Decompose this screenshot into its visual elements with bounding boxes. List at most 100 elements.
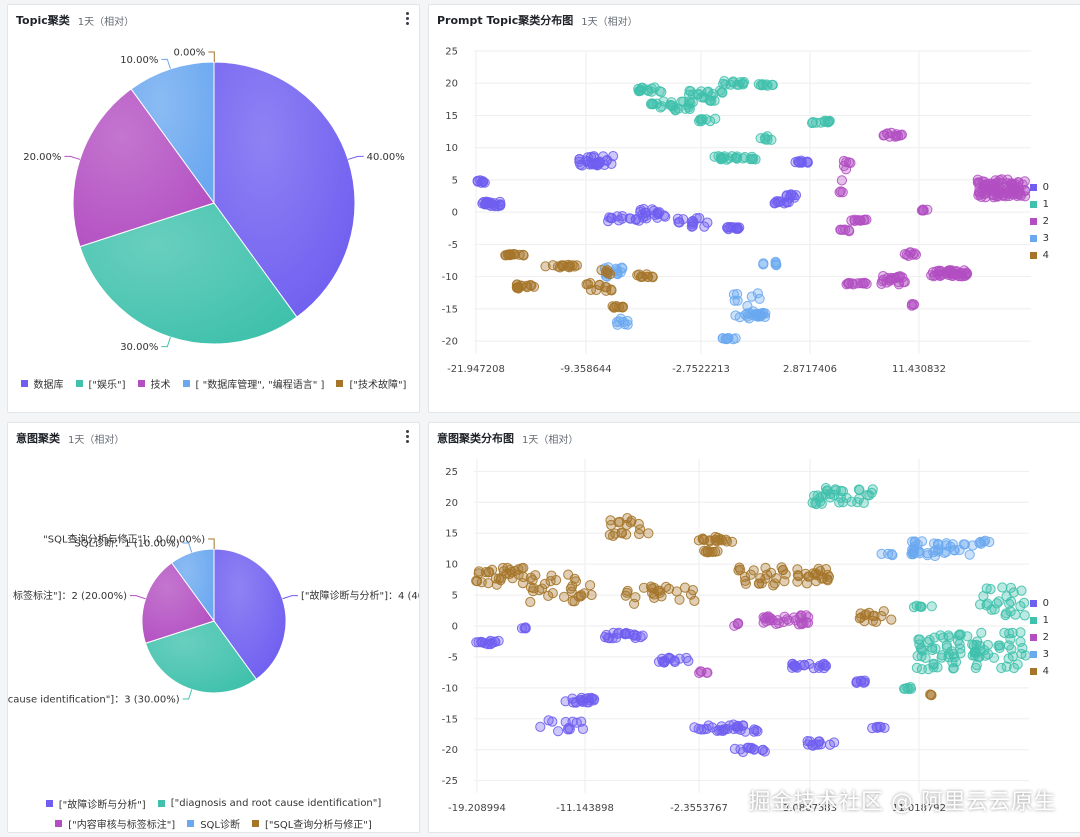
pie-slice[interactable] [141,562,215,644]
scatter-point [788,612,800,623]
intent-pie-chart: ["故障诊断与分析"]：4 (40.00%) t cause identifica… [8,533,419,706]
legend-label: SQL诊断 [200,820,240,831]
pie-slice[interactable] [170,548,215,623]
y-tick-label: 10 [445,560,458,571]
legend-swatch [1029,235,1037,242]
scatter-point [975,536,986,547]
panel-title: 意图聚类 [16,432,60,445]
pie-slice[interactable] [144,620,258,694]
scatter-series-1 [633,76,835,165]
scatter-point [745,569,756,580]
legend-swatch [1029,600,1037,607]
scatter-point [689,595,700,606]
y-tick-label: 5 [452,591,458,602]
scatter-point [900,683,911,694]
legend-item[interactable]: 0 [1029,598,1049,609]
scatter-point [670,105,681,116]
more-vertical-icon[interactable] [402,429,412,443]
scatter-point [846,496,857,507]
legend-item[interactable]: 数据库 [20,376,64,391]
pie-slice[interactable] [130,61,215,205]
legend-item[interactable]: 4 [1029,250,1049,261]
scatter-point [967,639,978,650]
legend-item[interactable]: SQL诊断 [187,816,240,831]
x-tick-label: 2.8717406 [783,364,837,375]
legend-item[interactable]: 3 [1029,649,1049,660]
scatter-point [604,212,615,223]
scatter-series-0 [471,622,890,758]
topic-scatter-legend: 0 1 2 3 4 [1029,182,1049,261]
legend-item[interactable]: ["娱乐"] [75,376,126,391]
scatter-point [747,153,758,164]
scatter-point [954,638,965,650]
pie-slice[interactable] [213,61,356,318]
legend-item[interactable]: ["故障诊断与分析"] [45,796,146,811]
x-tick-label: 11.430832 [892,364,946,375]
scatter-point [823,571,834,582]
scatter-point [816,491,827,502]
scatter-point [567,693,578,704]
scatter-point [1015,636,1026,647]
scatter-point [706,95,717,107]
pie-slice-label: 标签标注"]：2 (20.00%) [13,589,127,602]
legend-item[interactable]: 2 [1029,216,1049,227]
y-tick-label: -5 [448,652,458,663]
legend-item[interactable]: ["SQL查询分析与修正"] [252,816,372,831]
scatter-point [617,213,628,224]
scatter-point [801,617,812,628]
legend-label: 2 [1042,632,1049,643]
legend-item[interactable]: ["diagnosis and root cause identificatio… [157,796,381,811]
scatter-point [649,82,660,93]
legend-label: 技术 [150,380,171,391]
scatter-point [823,117,834,128]
scatter-point [770,258,781,269]
scatter-point [752,288,763,299]
scatter-point [975,599,986,610]
more-vertical-icon[interactable] [402,11,412,25]
scatter-point [1006,179,1017,190]
pie-slice-label: 20.00% [23,152,61,163]
scatter-point [722,723,733,735]
scatter-point [746,291,757,302]
legend-item[interactable]: 1 [1029,615,1049,626]
pie-leader-line [208,51,215,63]
scatter-point [580,693,591,704]
scatter-point [752,726,763,737]
scatter-point [813,563,824,574]
pie-slice[interactable] [79,202,298,345]
scatter-point [876,278,887,289]
scatter-point [672,213,683,224]
scatter-point [816,498,827,509]
scatter-point [992,184,1003,195]
scatter-point [837,497,849,508]
legend-item[interactable]: 2 [1029,632,1049,643]
scatter-point [687,221,698,232]
pie-leader-line [347,155,364,160]
scatter-point [725,79,736,90]
panel-title: Topic聚类 [16,14,70,27]
legend-item[interactable]: 技术 [137,376,171,391]
scatter-point [836,175,847,186]
scatter-point [854,613,865,624]
legend-item[interactable]: [ "数据库管理", "编程语言" ] [182,376,324,391]
scatter-point [614,516,625,528]
scatter-point [674,594,685,605]
legend-swatch [1029,218,1037,225]
scatter-point [803,571,814,582]
legend-item[interactable]: ["技术故障"] [336,376,406,391]
scatter-point [914,639,925,650]
legend-item[interactable]: ["内容审核与标签标注"] [55,816,175,831]
scatter-point [540,261,551,272]
topic-pie-legend: 数据库 ["娱乐"] 技术 [ "数据库管理", "编程语言" ] ["技术故障"] [8,376,419,391]
scatter-point [854,485,865,496]
legend-item[interactable]: 4 [1029,666,1049,677]
scatter-point [563,259,574,270]
legend-item[interactable]: 0 [1029,182,1049,193]
scatter-point [505,249,516,260]
scatter-point [577,723,589,735]
scatter-point [653,656,665,667]
legend-item[interactable]: 1 [1029,199,1049,210]
scatter-point [660,581,672,592]
legend-item[interactable]: 3 [1029,233,1049,244]
scatter-point [734,222,745,233]
